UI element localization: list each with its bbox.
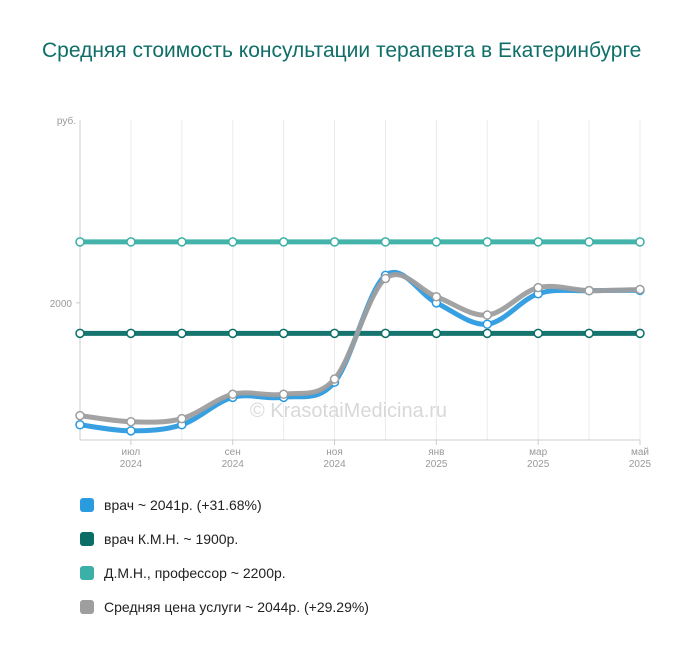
legend-item-kmn[interactable]: врач К.М.Н. ~ 1900р.	[80, 522, 369, 556]
chart-axes: руб. 2000июл2024сен2024ноя2024янв2025мар…	[50, 115, 652, 470]
legend-swatch-kmn	[80, 532, 94, 546]
data-point-avg	[635, 284, 645, 295]
data-point-dmn	[584, 237, 594, 247]
data-point-kmn	[126, 328, 136, 339]
legend-label-dmn: Д.М.Н., профессор ~ 2200р.	[104, 565, 286, 581]
data-point-avg	[533, 282, 543, 293]
x-tick-year: 2025	[527, 459, 550, 470]
data-point-dmn	[227, 237, 238, 247]
data-point-dmn	[177, 237, 187, 247]
data-point-dmn	[431, 237, 442, 247]
x-tick-month: мар	[529, 447, 547, 458]
data-point-kmn	[278, 328, 289, 339]
legend-label-kmn: врач К.М.Н. ~ 1900р.	[104, 531, 239, 547]
data-point-doctor	[126, 426, 136, 436]
watermark-text: © KrasotaiMedicina.ru	[250, 400, 447, 422]
data-point-kmn	[380, 328, 391, 339]
data-point-kmn	[584, 328, 594, 339]
x-tick-year: 2024	[120, 459, 143, 470]
y-tick-label: 2000	[50, 299, 73, 310]
data-point-kmn	[227, 328, 238, 339]
data-point-avg	[584, 285, 594, 296]
data-point-dmn	[533, 237, 543, 247]
data-point-dmn	[278, 237, 289, 247]
chart-title: Средняя стоимость консультации терапевта…	[42, 39, 642, 62]
price-line-chart: руб. 2000июл2024сен2024ноя2024янв2025мар…	[50, 115, 652, 470]
legend-item-doctor[interactable]: врач ~ 2041р. (+31.68%)	[80, 488, 369, 522]
x-tick-year: 2024	[323, 459, 346, 470]
data-point-kmn	[75, 328, 85, 339]
data-point-avg	[431, 292, 442, 302]
data-point-avg	[227, 389, 238, 400]
data-point-avg	[380, 273, 391, 284]
data-point-kmn	[533, 328, 543, 339]
data-point-kmn	[329, 328, 340, 339]
legend-item-dmn[interactable]: Д.М.Н., профессор ~ 2200р.	[80, 556, 369, 590]
data-point-dmn	[380, 237, 391, 247]
data-point-kmn	[177, 328, 187, 339]
data-point-doctor	[482, 319, 493, 329]
data-point-avg	[329, 374, 340, 384]
data-point-avg	[75, 410, 85, 421]
data-point-dmn	[126, 237, 136, 247]
legend-swatch-avg	[80, 600, 94, 614]
data-point-avg	[177, 413, 187, 424]
data-point-dmn	[75, 237, 85, 247]
x-tick-month: май	[631, 447, 649, 458]
data-point-avg	[126, 416, 136, 427]
series-dmn	[75, 237, 645, 247]
legend-label-avg: Средняя цена услуги ~ 2044р. (+29.29%)	[104, 599, 369, 615]
data-point-avg	[278, 389, 289, 400]
x-tick-month: ноя	[326, 447, 343, 458]
data-point-dmn	[482, 237, 493, 247]
data-point-dmn	[635, 237, 645, 247]
series-layer	[75, 237, 645, 436]
x-tick-month: сен	[225, 447, 241, 458]
x-tick-year: 2024	[222, 459, 245, 470]
data-point-kmn	[635, 328, 645, 339]
data-point-dmn	[329, 237, 340, 247]
legend-swatch-doctor	[80, 498, 94, 512]
x-tick-month: янв	[428, 447, 444, 458]
data-point-kmn	[431, 328, 442, 339]
legend-label-doctor: врач ~ 2041р. (+31.68%)	[104, 497, 262, 513]
x-tick-month: июл	[122, 447, 141, 458]
legend-item-avg[interactable]: Средняя цена услуги ~ 2044р. (+29.29%)	[80, 590, 369, 624]
data-point-avg	[482, 310, 493, 320]
series-avg	[75, 272, 645, 427]
legend-swatch-dmn	[80, 566, 94, 580]
data-point-doctor	[75, 420, 85, 430]
data-point-kmn	[482, 328, 493, 339]
x-tick-year: 2025	[425, 459, 448, 470]
x-tick-year: 2025	[629, 459, 652, 470]
y-axis-label: руб.	[57, 115, 76, 127]
grid-lines	[79, 120, 641, 440]
chart-legend: врач ~ 2041р. (+31.68%) врач К.М.Н. ~ 19…	[80, 488, 369, 624]
